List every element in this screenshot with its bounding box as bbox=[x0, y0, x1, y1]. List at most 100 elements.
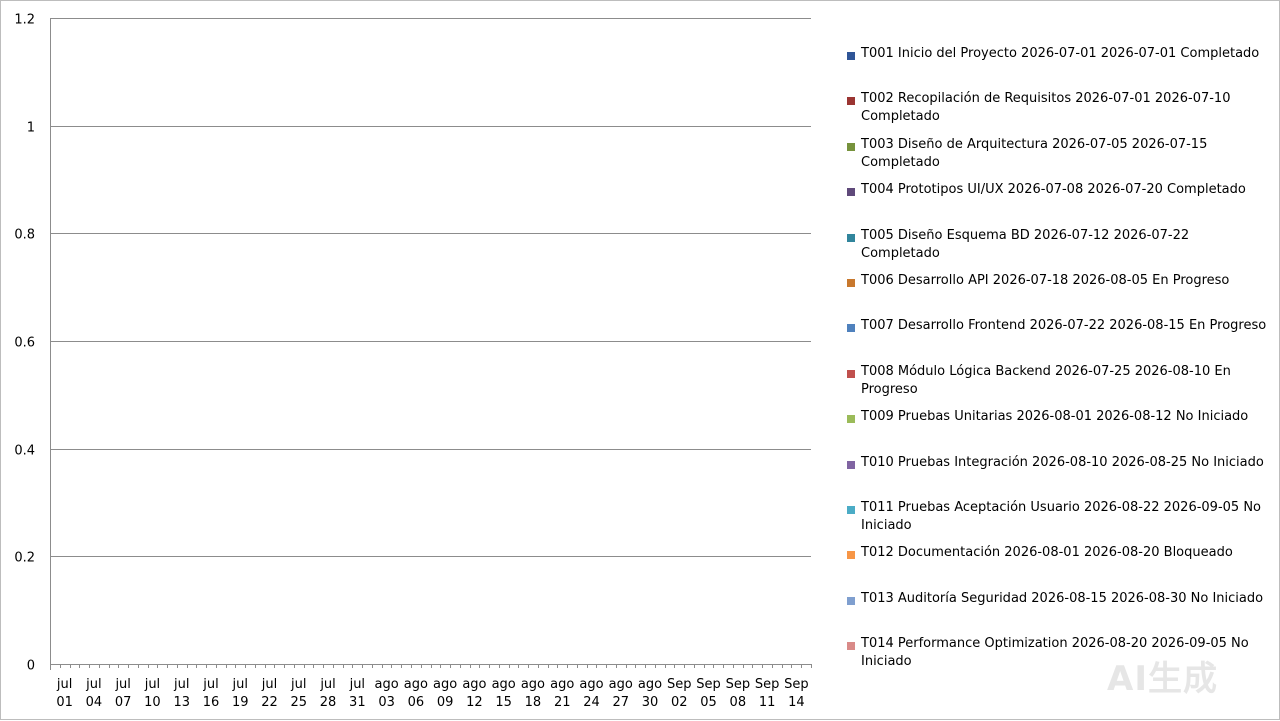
x-tick-month: Sep bbox=[696, 677, 721, 692]
x-tick-month: ago bbox=[433, 677, 457, 692]
x-tick-day: 08 bbox=[730, 695, 747, 710]
legend-swatch bbox=[847, 596, 855, 605]
x-tick-month: ago bbox=[521, 677, 545, 692]
x-tick-month: jul bbox=[144, 677, 160, 692]
y-tick-label: 0.8 bbox=[14, 228, 35, 243]
x-tick-month: ago bbox=[462, 677, 486, 692]
legend-label: T003 Diseño de Arquitectura 2026-07-05 2… bbox=[861, 136, 1208, 170]
x-tick-day: 15 bbox=[495, 695, 512, 710]
legend-item: T010 Pruebas Integración 2026-08-10 2026… bbox=[847, 454, 1273, 472]
y-tick-label: 0 bbox=[27, 659, 35, 674]
legend-item: T003 Diseño de Arquitectura 2026-07-05 2… bbox=[847, 136, 1273, 172]
x-tick-month: ago bbox=[638, 677, 662, 692]
x-tick-month: Sep bbox=[755, 677, 780, 692]
x-tick-day: 16 bbox=[203, 695, 220, 710]
x-tick-month: Sep bbox=[667, 677, 692, 692]
legend-label: T012 Documentación 2026-08-01 2026-08-20… bbox=[861, 545, 1233, 561]
x-tick-day: 18 bbox=[525, 695, 542, 710]
x-tick-month: ago bbox=[609, 677, 633, 692]
legend-item: T014 Performance Optimization 2026-08-20… bbox=[847, 635, 1273, 671]
legend-label: T002 Recopilación de Requisitos 2026-07-… bbox=[861, 91, 1231, 125]
x-tick-month: jul bbox=[85, 677, 101, 692]
legend-label: T005 Diseño Esquema BD 2026-07-12 2026-0… bbox=[861, 227, 1190, 261]
legend-label: T004 Prototipos UI/UX 2026-07-08 2026-07… bbox=[861, 182, 1246, 198]
x-tick-day: 07 bbox=[115, 695, 132, 710]
x-tick-month: Sep bbox=[726, 677, 751, 692]
y-tick-label: 0.6 bbox=[14, 336, 35, 351]
x-tick-day: 22 bbox=[261, 695, 278, 710]
legend-swatch bbox=[847, 460, 855, 469]
legend-item: T004 Prototipos UI/UX 2026-07-08 2026-07… bbox=[847, 181, 1273, 199]
x-tick-day: 01 bbox=[56, 695, 73, 710]
legend-swatch bbox=[847, 506, 855, 514]
x-tick-month: ago bbox=[492, 677, 516, 692]
legend-label: T006 Desarrollo API 2026-07-18 2026-08-0… bbox=[861, 273, 1230, 288]
x-tick-day: 09 bbox=[437, 695, 454, 710]
x-tick-month: ago bbox=[375, 677, 399, 692]
legend-label: T010 Pruebas Integración 2026-08-10 2026… bbox=[861, 454, 1264, 470]
legend-swatch bbox=[847, 369, 855, 378]
x-tick-day: 06 bbox=[408, 695, 425, 710]
x-tick-day: 13 bbox=[173, 695, 190, 710]
legend-label: T014 Performance Optimization 2026-08-20… bbox=[861, 636, 1249, 670]
x-tick-month: jul bbox=[56, 677, 72, 692]
legend-swatch bbox=[847, 415, 855, 424]
legend-label: T008 Módulo Lógica Backend 2026-07-25 20… bbox=[861, 363, 1231, 397]
legend-label: T013 Auditoría Seguridad 2026-08-15 2026… bbox=[861, 590, 1264, 606]
x-tick-day: 10 bbox=[144, 695, 161, 710]
legend-swatch bbox=[847, 52, 855, 60]
legend-swatch bbox=[847, 188, 855, 197]
y-tick-label: 0.4 bbox=[14, 444, 35, 459]
x-tick-month: ago bbox=[404, 677, 428, 692]
legend-item: T001 Inicio del Proyecto 2026-07-01 2026… bbox=[847, 45, 1273, 63]
legend-item: T012 Documentación 2026-08-01 2026-08-20… bbox=[847, 544, 1273, 562]
legend-swatch bbox=[847, 324, 855, 333]
y-tick-label: 1.2 bbox=[14, 13, 35, 28]
x-tick-day: 28 bbox=[320, 695, 337, 710]
legend-swatch bbox=[847, 642, 855, 651]
x-tick-month: jul bbox=[261, 677, 277, 692]
legend-item: T006 Desarrollo API 2026-07-18 2026-08-0… bbox=[847, 272, 1273, 290]
x-tick-day: 14 bbox=[788, 695, 805, 710]
watermark: AI生成 bbox=[1107, 659, 1218, 699]
legend-label: T007 Desarrollo Frontend 2026-07-22 2026… bbox=[861, 318, 1267, 334]
x-tick-month: ago bbox=[579, 677, 603, 692]
x-tick-day: 24 bbox=[583, 695, 600, 710]
x-tick-day: 11 bbox=[759, 695, 776, 710]
x-tick-month: jul bbox=[349, 677, 365, 692]
x-tick-month: Sep bbox=[784, 677, 809, 692]
x-tick-day: 05 bbox=[700, 695, 717, 710]
legend-item: T007 Desarrollo Frontend 2026-07-22 2026… bbox=[847, 317, 1273, 335]
x-tick-month: jul bbox=[114, 677, 130, 692]
legend-swatch bbox=[847, 279, 855, 287]
y-tick-label: 0.2 bbox=[14, 551, 35, 566]
x-tick-month: ago bbox=[550, 677, 574, 692]
x-tick-month: jul bbox=[290, 677, 306, 692]
legend-label: T001 Inicio del Proyecto 2026-07-01 2026… bbox=[861, 46, 1260, 61]
x-tick-day: 21 bbox=[554, 695, 571, 710]
x-tick-day: 03 bbox=[378, 695, 395, 710]
x-tick-day: 02 bbox=[671, 695, 688, 710]
legend-swatch bbox=[847, 97, 855, 106]
legend-swatch bbox=[847, 142, 855, 151]
x-tick-month: jul bbox=[232, 677, 248, 692]
x-tick-day: 25 bbox=[291, 695, 308, 710]
legend-item: T011 Pruebas Aceptación Usuario 2026-08-… bbox=[847, 499, 1273, 535]
y-tick-label: 1 bbox=[27, 121, 35, 136]
legend-item: T005 Diseño Esquema BD 2026-07-12 2026-0… bbox=[847, 227, 1273, 263]
legend-item: T013 Auditoría Seguridad 2026-08-15 2026… bbox=[847, 590, 1273, 608]
legend-label: T011 Pruebas Aceptación Usuario 2026-08-… bbox=[861, 500, 1261, 533]
x-tick-day: 12 bbox=[466, 695, 483, 710]
x-tick-day: 19 bbox=[232, 695, 249, 710]
x-tick-day: 27 bbox=[612, 695, 629, 710]
legend-swatch bbox=[847, 551, 855, 560]
legend-label: T009 Pruebas Unitarias 2026-08-01 2026-0… bbox=[861, 409, 1249, 425]
legend-swatch bbox=[847, 233, 855, 242]
legend-item: T009 Pruebas Unitarias 2026-08-01 2026-0… bbox=[847, 408, 1273, 426]
x-tick-month: jul bbox=[173, 677, 189, 692]
x-tick-month: jul bbox=[202, 677, 218, 692]
x-tick-month: jul bbox=[319, 677, 335, 692]
x-tick-day: 04 bbox=[86, 695, 103, 710]
